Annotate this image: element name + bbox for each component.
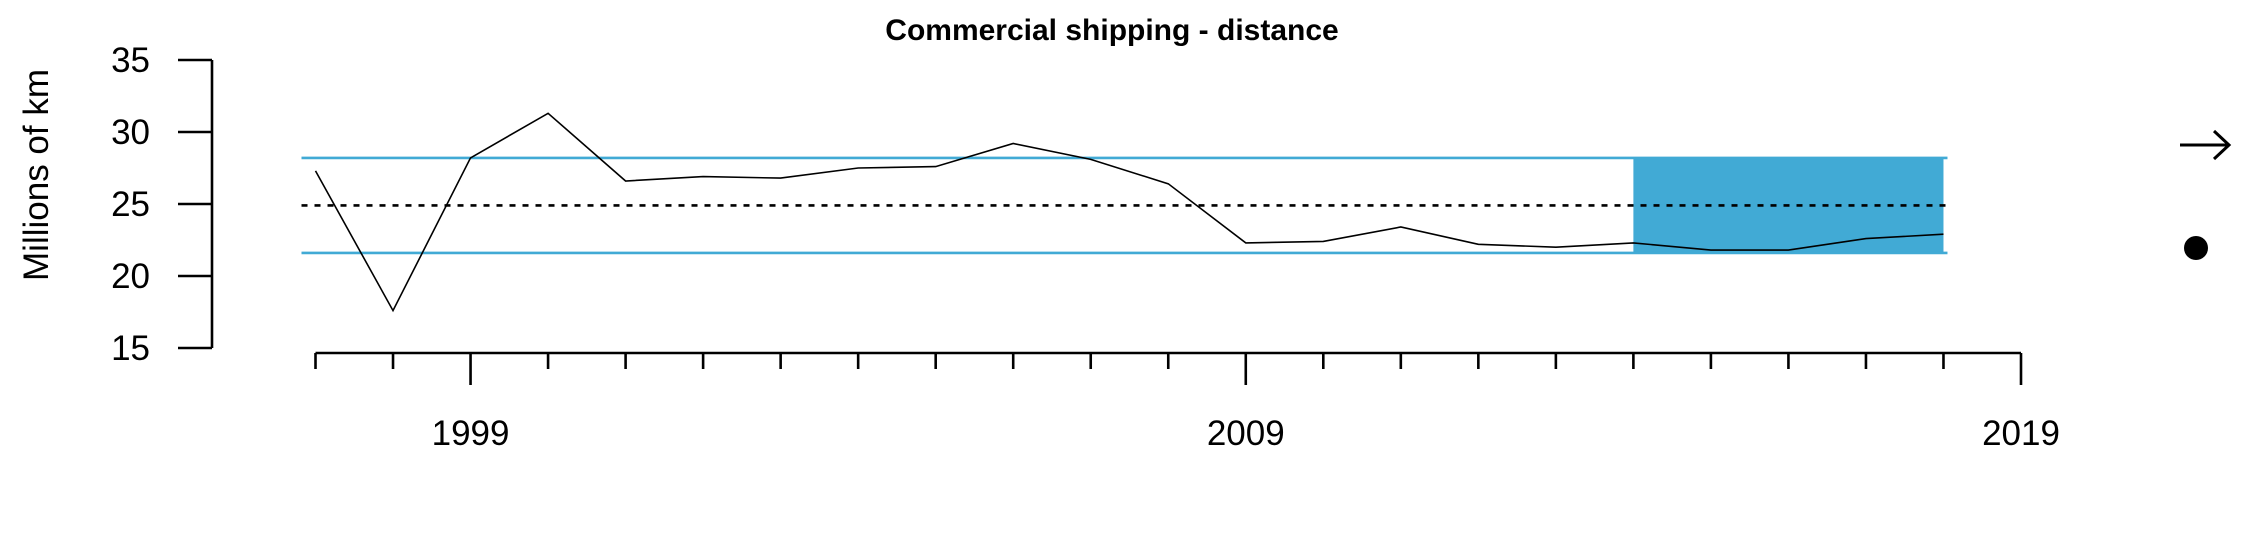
indicators: [2180, 129, 2232, 260]
arrow-head: [2212, 129, 2232, 161]
chart-title: Commercial shipping - distance: [885, 14, 1338, 47]
data-series: [314, 112, 1944, 313]
x-tick-label: 2019: [1982, 414, 2060, 453]
y-tick-label: 25: [111, 185, 150, 224]
y-tick-label: 30: [111, 113, 150, 152]
x-tick-label: 2009: [1207, 414, 1285, 453]
y-tick-label: 15: [111, 329, 150, 368]
y-axis: 15 20 25 30 35: [111, 41, 214, 368]
arrow-right-icon: [2180, 129, 2232, 161]
y-tick-label: 35: [111, 41, 150, 80]
reference-lines: [301, 156, 1948, 255]
series-line: [314, 112, 1944, 313]
y-axis-label: Millions of km: [17, 69, 56, 281]
x-tick-label: 1999: [432, 414, 510, 453]
y-tick-label: 20: [111, 257, 150, 296]
filled-circle-icon: [2184, 236, 2208, 260]
x-axis: 1999 2009 2019: [314, 351, 2060, 453]
